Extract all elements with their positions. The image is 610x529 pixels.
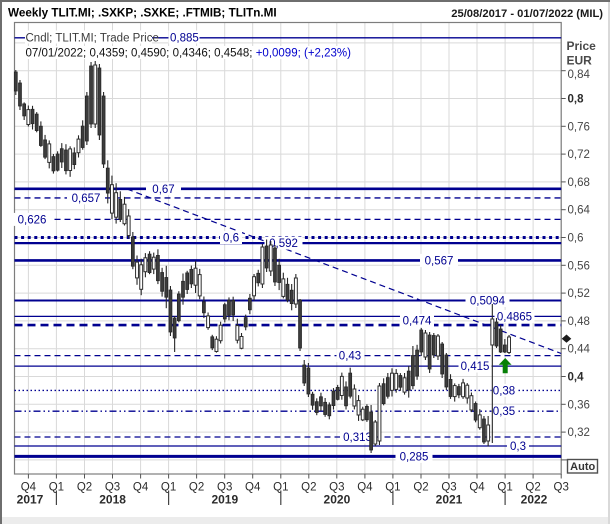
svg-text:0,415: 0,415: [461, 361, 490, 373]
svg-text:0,44: 0,44: [568, 344, 591, 356]
svg-text:0,4865: 0,4865: [497, 311, 532, 323]
svg-text:0,657: 0,657: [72, 193, 101, 205]
svg-text:0,6: 0,6: [223, 233, 239, 245]
svg-text:0,474: 0,474: [403, 316, 432, 328]
svg-text:Q4: Q4: [133, 482, 149, 494]
svg-text:Q1: Q1: [161, 482, 176, 494]
svg-text:0,3: 0,3: [510, 441, 526, 453]
svg-text:0,38: 0,38: [493, 385, 515, 397]
svg-text:2021: 2021: [436, 493, 463, 507]
svg-text:Q3: Q3: [329, 482, 344, 494]
svg-text:2022: 2022: [521, 493, 548, 507]
svg-text:Q1: Q1: [49, 482, 64, 494]
svg-text:EUR: EUR: [567, 54, 593, 68]
svg-text:0,32: 0,32: [568, 427, 590, 439]
svg-text:0,68: 0,68: [568, 177, 590, 189]
svg-text:Q2: Q2: [301, 482, 316, 494]
svg-text:0,6: 0,6: [568, 233, 584, 245]
svg-text:0,567: 0,567: [425, 255, 454, 267]
svg-text:Q2: Q2: [189, 482, 204, 494]
svg-text:07/01/2022; 0,4359; 0,4590; 0,: 07/01/2022; 0,4359; 0,4590; 0,4346; 0,45…: [26, 48, 352, 60]
svg-text:0,48: 0,48: [568, 316, 590, 328]
svg-text:Q3: Q3: [554, 482, 569, 494]
svg-text:0,592: 0,592: [269, 238, 298, 250]
svg-text:Q2: Q2: [77, 482, 92, 494]
svg-text:0,52: 0,52: [568, 288, 590, 300]
svg-text:0,36: 0,36: [568, 399, 590, 411]
svg-text:Weekly TLIT.MI; .SXKP; .SXKE;: Weekly TLIT.MI; .SXKP; .SXKE; .FTMIB; TL…: [8, 7, 277, 20]
svg-text:0,84: 0,84: [568, 69, 591, 81]
svg-text:2018: 2018: [99, 493, 126, 507]
svg-text:0,43: 0,43: [339, 351, 361, 363]
svg-text:Cndl; TLIT.MI; Trade Price: Cndl; TLIT.MI; Trade Price: [26, 33, 159, 45]
svg-text:Q1: Q1: [385, 482, 400, 494]
svg-text:0,4: 0,4: [568, 372, 585, 384]
svg-text:0,72: 0,72: [568, 149, 590, 161]
svg-text:Q1: Q1: [497, 482, 512, 494]
svg-text:2019: 2019: [211, 493, 238, 507]
svg-text:2020: 2020: [324, 493, 351, 507]
svg-text:0,285: 0,285: [400, 451, 429, 463]
svg-text:Q3: Q3: [217, 482, 232, 494]
svg-text:Q2: Q2: [525, 482, 540, 494]
svg-text:Q2: Q2: [413, 482, 428, 494]
svg-text:Q4: Q4: [357, 482, 373, 494]
svg-text:0,8: 0,8: [568, 94, 585, 106]
svg-text:0,885: 0,885: [170, 33, 199, 45]
svg-text:Q4: Q4: [245, 482, 261, 494]
svg-text:0,56: 0,56: [568, 260, 590, 272]
svg-text:0,626: 0,626: [18, 214, 47, 226]
svg-text:Q4: Q4: [21, 482, 37, 494]
svg-text:Q1: Q1: [273, 482, 288, 494]
svg-text:0,76: 0,76: [568, 121, 590, 133]
svg-text:Q4: Q4: [469, 482, 485, 494]
svg-text:0,313: 0,313: [343, 432, 372, 444]
svg-text:0,67: 0,67: [152, 184, 174, 196]
svg-text:2017: 2017: [17, 493, 44, 507]
svg-text:0,64: 0,64: [568, 205, 591, 217]
svg-text:0,5094: 0,5094: [470, 296, 506, 308]
svg-text:Auto: Auto: [570, 461, 595, 473]
svg-text:Q3: Q3: [105, 482, 120, 494]
svg-text:0,35: 0,35: [493, 406, 515, 418]
svg-text:Q3: Q3: [441, 482, 456, 494]
svg-text:Price: Price: [567, 39, 597, 53]
svg-text:25/08/2017 - 01/07/2022 (MIL): 25/08/2017 - 01/07/2022 (MIL): [451, 8, 603, 20]
